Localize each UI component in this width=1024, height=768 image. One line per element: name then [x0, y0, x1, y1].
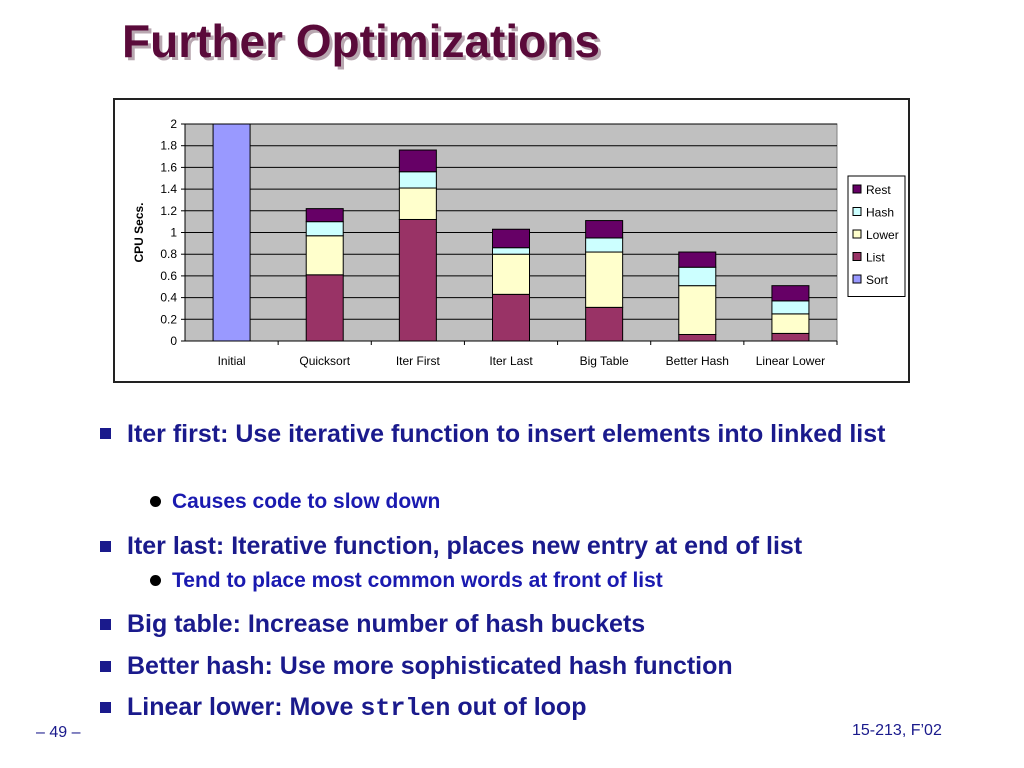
y-tick-label: 1.2	[160, 204, 177, 218]
legend-label: Rest	[866, 183, 891, 197]
legend-label: Sort	[866, 273, 889, 287]
legend-label: List	[866, 251, 885, 265]
legend-label: Hash	[866, 206, 894, 220]
bar-segment-hash	[305, 221, 344, 237]
y-tick-label: 1.8	[160, 139, 177, 153]
square-bullet-icon	[100, 702, 111, 713]
bar-segment-hash	[492, 247, 530, 255]
bar-segment-lower	[492, 253, 530, 295]
y-tick-label: 2	[170, 117, 177, 131]
bar-segment-lower	[398, 187, 437, 220]
course-label: 15-213, F’02	[852, 722, 942, 739]
slide-number: – 49 –	[36, 724, 81, 741]
bar-segment-hash	[678, 266, 717, 287]
bullet-3-text: Big table: Increase number of hash bucke…	[127, 610, 646, 638]
stacked-bar-chart: 0 0.2 0.4 0.6 0.8 1 1.2 1.4 1.6 1.8 2 Initial Quicks…	[132, 117, 906, 368]
bullet-5-text: Linear lower: Move strlen out of loop	[127, 691, 947, 725]
bar-segment-list	[678, 333, 717, 342]
bar-segment-lower	[678, 285, 717, 335]
bullet-2-text: Iter last: Iterative function, places ne…	[127, 532, 803, 560]
bar-segment-rest	[305, 208, 344, 223]
bar-segment-lower	[305, 235, 344, 276]
bar-segment-hash	[771, 300, 810, 315]
bar-segment-rest	[398, 149, 437, 173]
y-tick-label: 1	[170, 226, 177, 240]
bullet-5-text-after: out of loop	[450, 693, 587, 721]
bullet-1-text: Iter first: Use iterative function to in…	[127, 420, 886, 448]
bullet-1-sub-1: Causes code to slow down	[172, 490, 441, 513]
x-tick-label: Iter First	[396, 354, 441, 368]
bullet-5-text-before: Linear lower: Move	[127, 693, 361, 721]
round-bullet-icon	[150, 575, 161, 586]
x-tick-label: Quicksort	[299, 354, 350, 368]
chart-frame: 0 0.2 0.4 0.6 0.8 1 1.2 1.4 1.6 1.8 2 Initial Quicks…	[113, 98, 910, 383]
y-tick-label: 0	[170, 334, 177, 348]
bar-segment-rest	[492, 228, 530, 249]
bar-segment-hash	[398, 171, 437, 189]
y-tick-label: 1.4	[160, 182, 177, 196]
legend-swatch-rest	[852, 184, 862, 194]
bar-segment-sort	[212, 123, 251, 342]
bar-segment-lower	[771, 313, 810, 334]
bullet-5-code: strlen	[360, 694, 451, 723]
x-tick-label: Iter Last	[489, 354, 533, 368]
y-tick-label: 0.6	[160, 269, 177, 283]
bar-segment-list	[398, 218, 437, 342]
legend-swatch-lower	[852, 229, 862, 239]
bar-segment-lower	[585, 251, 624, 308]
legend-label: Lower	[866, 228, 899, 242]
bar-segment-rest	[585, 220, 624, 239]
y-axis-label: CPU Secs.	[132, 202, 146, 262]
square-bullet-icon	[100, 619, 111, 630]
bar-segment-list	[305, 274, 344, 342]
y-tick-label: 0.8	[160, 247, 177, 261]
y-tick-label: 0.2	[160, 312, 177, 326]
x-tick-label: Big Table	[580, 354, 629, 368]
x-tick-label: Initial	[218, 354, 246, 368]
bullet-4-text: Better hash: Use more sophisticated hash…	[127, 652, 733, 680]
x-tick-label: Linear Lower	[756, 354, 825, 368]
square-bullet-icon	[100, 541, 111, 552]
bar-segment-rest	[678, 251, 717, 268]
y-tick-label: 1.6	[160, 160, 177, 174]
bar-segment-list	[492, 293, 530, 342]
legend-swatch-list	[852, 252, 862, 261]
bar-segment-rest	[771, 285, 810, 302]
legend-swatch-hash	[852, 207, 862, 216]
square-bullet-icon	[100, 661, 111, 672]
slide-title: Further Optimizations	[122, 15, 600, 67]
bar-segment-hash	[585, 237, 624, 253]
round-bullet-icon	[150, 496, 161, 507]
y-tick-label: 0.4	[160, 291, 177, 305]
legend-swatch-sort	[852, 274, 862, 284]
x-tick-label: Better Hash	[666, 354, 729, 368]
bullet-2-sub-1: Tend to place most common words at front…	[172, 569, 663, 592]
bar-segment-list	[771, 332, 810, 342]
bar-segment-list	[585, 306, 624, 342]
square-bullet-icon	[100, 428, 111, 439]
